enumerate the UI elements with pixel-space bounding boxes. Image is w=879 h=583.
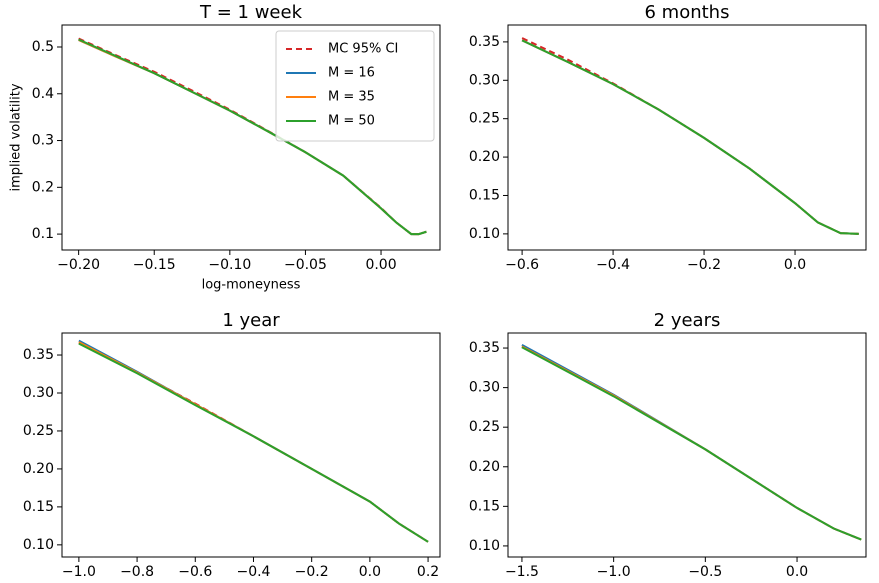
y-tick-label: 0.10 [469, 538, 500, 554]
y-tick-label: 0.5 [32, 39, 54, 55]
series-line [78, 341, 429, 543]
y-tick-label: 0.3 [32, 133, 54, 149]
y-tick-label: 0.2 [32, 179, 54, 195]
y-tick-label: 0.20 [23, 461, 54, 477]
y-tick-label: 0.25 [469, 111, 500, 127]
x-tick-label: −0.4 [236, 564, 270, 580]
y-tick-label: 0.25 [23, 423, 54, 439]
legend-label: M = 50 [328, 114, 375, 129]
legend-label: MC 95% CI [328, 42, 398, 57]
y-tick-label: 0.15 [469, 498, 500, 514]
x-tick-label: 0.00 [365, 257, 396, 273]
y-tick-label: 0.35 [469, 340, 500, 356]
x-tick-label: −1.0 [597, 564, 631, 580]
y-tick-label: 0.10 [469, 226, 500, 242]
y-tick-label: 0.20 [469, 149, 500, 165]
axes-title: T = 1 week [199, 2, 303, 23]
series-line [521, 39, 859, 235]
y-tick-label: 0.20 [469, 459, 500, 475]
x-tick-label: −0.15 [133, 257, 176, 273]
x-tick-label: −0.2 [295, 564, 329, 580]
y-tick-label: 0.15 [23, 499, 54, 515]
x-tick-label: −0.6 [505, 257, 539, 273]
y-axis-label: implied volatility [9, 83, 24, 191]
x-tick-label: −1.5 [505, 564, 539, 580]
x-tick-label: −0.5 [688, 564, 722, 580]
axes-title: 2 years [654, 310, 721, 331]
x-tick-label: 0.2 [417, 564, 439, 580]
y-tick-label: 0.30 [23, 385, 54, 401]
x-tick-label: −1.0 [62, 564, 96, 580]
x-axis-label: log-moneyness [202, 278, 301, 293]
series-line [78, 38, 427, 236]
x-tick-label: −0.6 [178, 564, 212, 580]
legend-box [275, 30, 435, 142]
x-tick-label: −0.4 [596, 257, 630, 273]
y-tick-label: 0.25 [469, 419, 500, 435]
axes-frame [507, 24, 867, 251]
series-line [78, 342, 429, 543]
axes-frame [507, 332, 867, 558]
y-tick-label: 0.35 [23, 347, 54, 363]
y-tick-label: 0.10 [23, 537, 54, 553]
x-tick-label: −0.20 [57, 257, 100, 273]
axes-title: 1 year [222, 310, 280, 331]
x-tick-label: −0.8 [120, 564, 154, 580]
legend-label: M = 35 [328, 90, 375, 105]
x-tick-label: 0.0 [786, 564, 808, 580]
series-line [78, 341, 429, 543]
x-tick-label: 0.0 [359, 564, 381, 580]
y-tick-label: 0.35 [469, 34, 500, 50]
series-line [521, 346, 862, 541]
axes-frame [61, 24, 441, 251]
legend-label: M = 16 [328, 66, 375, 81]
y-tick-label: 0.15 [469, 187, 500, 203]
y-tick-label: 0.1 [32, 226, 54, 242]
x-tick-label: −0.05 [284, 257, 327, 273]
series-line [521, 37, 859, 235]
y-tick-label: 0.30 [469, 72, 500, 88]
axes-title: 6 months [645, 2, 730, 23]
x-tick-label: 0.0 [784, 257, 806, 273]
y-tick-label: 0.30 [469, 380, 500, 396]
axes-frame [61, 332, 441, 558]
series-line [521, 39, 859, 235]
series-line [521, 39, 859, 235]
y-tick-label: 0.4 [32, 86, 54, 102]
x-tick-label: −0.2 [687, 257, 721, 273]
x-tick-label: −0.10 [208, 257, 251, 273]
